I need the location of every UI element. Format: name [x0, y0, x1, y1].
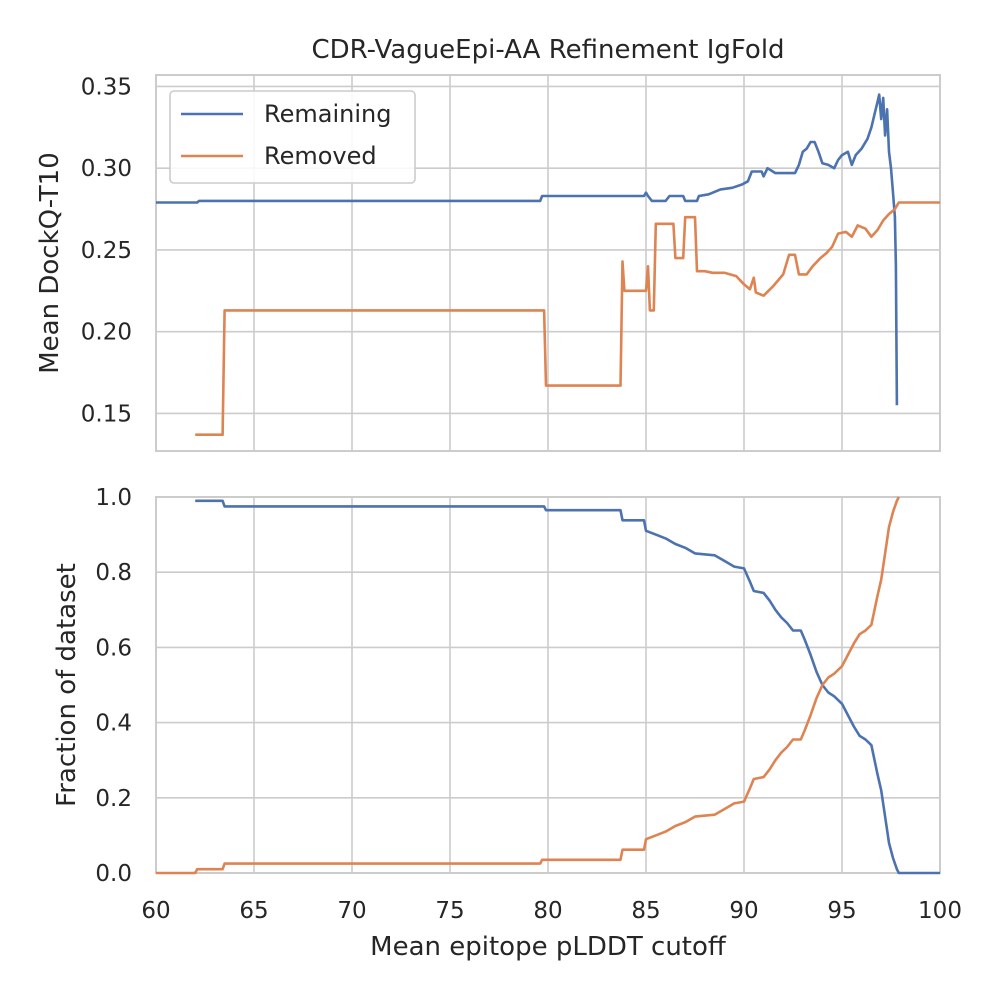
- bottom-y-tick-label: 0.8: [95, 560, 132, 586]
- bottom-series-remaining: [195, 499, 940, 875]
- bottom-y-tick-label: 0.2: [95, 786, 132, 812]
- x-tick-label: 90: [729, 898, 758, 924]
- x-tick-label: 75: [435, 898, 464, 924]
- x-tick-label: 65: [239, 898, 268, 924]
- x-tick-label: 100: [918, 898, 962, 924]
- bottom-y-tick-label: 0.6: [95, 635, 132, 661]
- bottom-chart-axes: 60 65 70 75 80 85 90 95 100 0.0 0.2 0.4 0.6 0.8 1.0: [95, 485, 962, 924]
- bottom-series-removed: [156, 496, 900, 875]
- legend: Remaining Removed: [169, 90, 416, 184]
- top-y-tick-label: 0.25: [81, 238, 132, 264]
- top-y-tick-label: 0.20: [81, 320, 132, 346]
- bottom-y-tick-label: 1.0: [95, 485, 132, 511]
- x-axis-label: Mean epitope pLDDT cutoff: [370, 932, 727, 962]
- x-tick-label: 95: [827, 898, 856, 924]
- top-series-removed: [195, 201, 940, 436]
- top-chart-axes: 0.15 0.20 0.25 0.30 0.35: [81, 74, 941, 452]
- bottom-y-axis-label: Fraction of dataset: [52, 563, 82, 807]
- top-y-axis-label: Mean DockQ-T10: [35, 152, 65, 374]
- x-tick-label: 70: [337, 898, 366, 924]
- top-y-tick-label: 0.30: [81, 156, 132, 182]
- bottom-y-tick-label: 0.0: [95, 861, 132, 887]
- top-y-tick-label: 0.35: [81, 74, 132, 100]
- x-tick-label: 80: [533, 898, 562, 924]
- x-tick-label: 85: [631, 898, 660, 924]
- legend-label-removed: Removed: [264, 142, 377, 170]
- bottom-plot-frame: [155, 496, 941, 874]
- bottom-y-tick-label: 0.4: [95, 711, 132, 737]
- chart-title: CDR-VagueEpi-AA Refinement IgFold: [311, 35, 784, 65]
- top-series-remaining: [156, 93, 899, 406]
- legend-label-remaining: Remaining: [264, 100, 391, 128]
- top-plot-frame: [155, 74, 941, 452]
- top-y-tick-label: 0.15: [81, 401, 132, 427]
- x-tick-label: 60: [141, 898, 170, 924]
